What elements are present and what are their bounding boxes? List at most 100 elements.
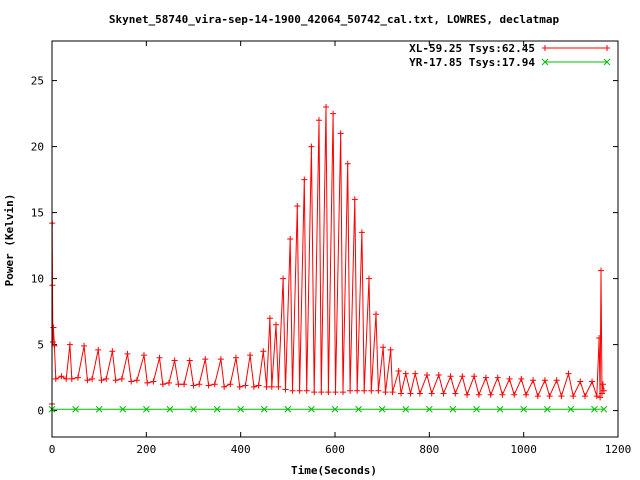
- data-point: [227, 381, 234, 388]
- data-point: [402, 405, 410, 413]
- data-point: [190, 382, 197, 389]
- data-point: [487, 391, 494, 398]
- data-point: [382, 389, 389, 396]
- data-point: [109, 348, 116, 355]
- data-point: [95, 405, 103, 413]
- data-point: [591, 405, 598, 413]
- data-point: [81, 342, 88, 349]
- data-point: [232, 354, 239, 361]
- y-tick-label: 15: [31, 207, 44, 220]
- data-point: [471, 373, 478, 380]
- series-layer: [48, 104, 608, 413]
- data-point: [66, 341, 73, 348]
- data-point: [373, 311, 380, 318]
- x-tick-label: 600: [325, 443, 345, 456]
- data-point: [181, 381, 188, 388]
- data-point: [165, 379, 172, 386]
- data-point: [171, 357, 178, 364]
- data-point: [284, 405, 292, 413]
- legend: XL-59.25 Tsys:62.45 YR-17.85 Tsys:17.94: [409, 42, 611, 69]
- data-point: [186, 357, 193, 364]
- data-point: [475, 391, 482, 398]
- series-line: [51, 106, 605, 405]
- legend-label-yr: YR-17.85 Tsys:17.94: [409, 56, 535, 69]
- data-point: [217, 356, 224, 363]
- data-point: [380, 344, 387, 351]
- data-point: [303, 387, 310, 394]
- legend-marker: [603, 58, 611, 66]
- data-point: [596, 335, 603, 341]
- data-point: [308, 143, 315, 150]
- data-point: [119, 405, 127, 413]
- data-point: [389, 389, 396, 396]
- legend-marker: [541, 58, 549, 66]
- data-point: [543, 405, 551, 413]
- data-point: [337, 130, 344, 137]
- y-axis-label: Power (Kelvin): [3, 194, 16, 287]
- series-xl: [49, 104, 607, 407]
- plot-frame: [51, 40, 619, 438]
- y-tick-label: 20: [31, 141, 44, 154]
- data-point: [378, 405, 386, 413]
- data-point: [68, 375, 75, 382]
- data-point: [546, 393, 553, 400]
- data-point: [255, 382, 262, 389]
- data-point: [52, 375, 59, 382]
- data-point: [452, 390, 459, 397]
- data-point: [593, 393, 600, 400]
- data-point: [530, 377, 537, 384]
- data-point: [523, 391, 530, 398]
- data-point: [236, 383, 243, 390]
- data-point: [296, 387, 303, 394]
- data-point: [156, 354, 163, 361]
- data-point: [534, 393, 541, 400]
- data-point: [589, 378, 596, 385]
- data-point: [140, 352, 147, 359]
- data-point: [294, 203, 301, 209]
- y-tick-label: 25: [31, 75, 44, 88]
- data-point: [128, 378, 135, 385]
- data-point: [361, 387, 368, 394]
- x-tick-label: 1200: [605, 443, 632, 456]
- data-point: [205, 382, 212, 389]
- data-point: [499, 391, 506, 398]
- data-point: [570, 393, 577, 400]
- x-tick-label: 0: [49, 443, 56, 456]
- data-point: [520, 405, 528, 413]
- data-point: [518, 375, 525, 382]
- data-point: [150, 378, 157, 385]
- x-tick-label: 1000: [510, 443, 537, 456]
- data-point: [268, 383, 275, 390]
- data-point: [581, 393, 588, 400]
- data-point: [358, 229, 365, 236]
- y-tick-label: 0: [37, 405, 44, 418]
- data-point: [344, 160, 351, 167]
- data-point: [598, 267, 605, 274]
- data-point: [565, 370, 572, 377]
- data-point: [260, 348, 267, 355]
- data-point: [440, 390, 447, 397]
- data-point: [190, 405, 197, 413]
- data-point: [323, 104, 330, 110]
- data-point: [597, 394, 604, 401]
- data-point: [577, 378, 584, 385]
- x-tick-label: 200: [136, 443, 156, 456]
- data-point: [308, 405, 315, 413]
- data-point: [72, 405, 79, 413]
- axis-ticks: 0 200 400 600 800 1000 1200 0 5 10 15 20 25: [31, 41, 632, 456]
- data-point: [266, 315, 273, 322]
- data-point: [124, 350, 131, 357]
- data-point: [237, 405, 245, 413]
- data-point: [49, 338, 56, 345]
- data-point: [331, 405, 339, 413]
- data-point: [459, 373, 466, 380]
- data-point: [567, 405, 575, 413]
- data-point: [398, 390, 405, 397]
- data-point: [89, 375, 96, 382]
- data-point: [412, 370, 419, 377]
- data-point: [351, 196, 358, 203]
- data-point: [95, 346, 102, 353]
- data-point: [553, 377, 560, 384]
- data-point: [599, 381, 606, 388]
- data-point: [435, 371, 442, 378]
